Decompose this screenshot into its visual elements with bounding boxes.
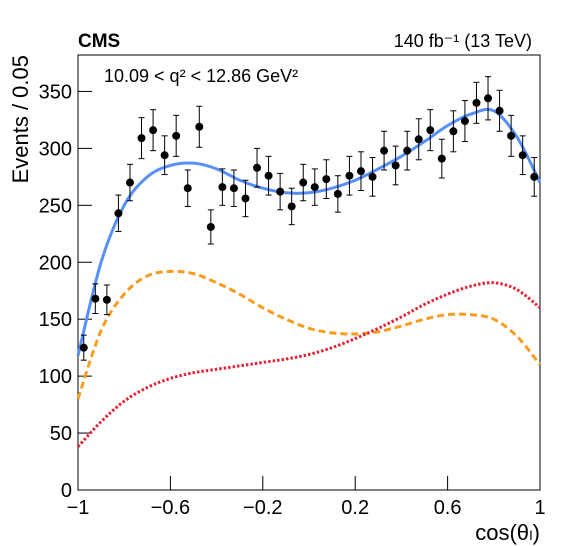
data-point — [160, 151, 169, 160]
x-axis-label: cos(θₗ) — [475, 520, 540, 545]
data-point — [287, 202, 296, 211]
data-point — [91, 294, 100, 303]
data-point — [380, 146, 389, 155]
x-tick-label: −0.2 — [243, 497, 282, 519]
data-point — [218, 183, 227, 192]
y-tick-label: 300 — [39, 138, 72, 160]
data-point — [79, 343, 88, 352]
x-tick-label: 1 — [534, 497, 545, 519]
data-point — [345, 171, 354, 180]
data-point — [125, 178, 134, 187]
fit-curve — [76, 281, 541, 448]
data-point — [518, 151, 527, 160]
data-point — [449, 127, 458, 136]
y-tick-label: 150 — [39, 309, 72, 331]
data-point — [495, 106, 504, 115]
x-tick-label: −1 — [67, 497, 90, 519]
data-point — [114, 209, 123, 218]
data-point — [264, 171, 273, 180]
data-point — [426, 126, 435, 135]
data-point — [183, 184, 192, 193]
data-point — [403, 146, 412, 155]
data-point — [102, 295, 111, 304]
data-point — [414, 135, 423, 144]
data-point — [460, 117, 469, 126]
annotation: 10.09 < q² < 12.86 GeV² — [104, 66, 298, 86]
data-point — [195, 122, 204, 131]
data-point — [368, 172, 377, 181]
y-tick-label: 250 — [39, 195, 72, 217]
y-tick-label: 100 — [39, 366, 72, 388]
data-point — [310, 183, 319, 192]
data-point — [229, 184, 238, 193]
x-tick-label: 0.6 — [434, 497, 462, 519]
y-tick-label: 0 — [61, 480, 72, 502]
data-point — [472, 98, 481, 107]
data-point — [507, 131, 516, 140]
data-point — [530, 172, 539, 181]
data-point — [149, 126, 158, 135]
experiment: CMS — [78, 31, 120, 52]
data-point — [276, 187, 285, 196]
data-point — [253, 163, 262, 172]
data-point — [437, 154, 446, 163]
data-point — [241, 194, 250, 203]
data-point — [172, 131, 181, 140]
data-point — [137, 134, 146, 143]
fit-curve — [76, 269, 542, 400]
y-tick-label: 50 — [50, 423, 72, 445]
data-point — [391, 161, 400, 170]
data-point — [299, 178, 308, 187]
y-axis-label: Events / 0.05 — [8, 55, 33, 183]
y-tick-label: 350 — [39, 81, 72, 103]
x-tick-label: 0.2 — [341, 497, 369, 519]
y-tick-label: 200 — [39, 252, 72, 274]
luminosity: 140 fb⁻¹ (13 TeV) — [394, 31, 532, 51]
data-point — [333, 189, 342, 198]
frame — [77, 54, 541, 491]
data-point — [484, 94, 493, 103]
data-point — [356, 167, 365, 176]
data-point — [206, 222, 215, 231]
fit-curve — [76, 107, 542, 356]
data-point — [322, 175, 331, 184]
x-tick-label: −0.6 — [151, 497, 190, 519]
